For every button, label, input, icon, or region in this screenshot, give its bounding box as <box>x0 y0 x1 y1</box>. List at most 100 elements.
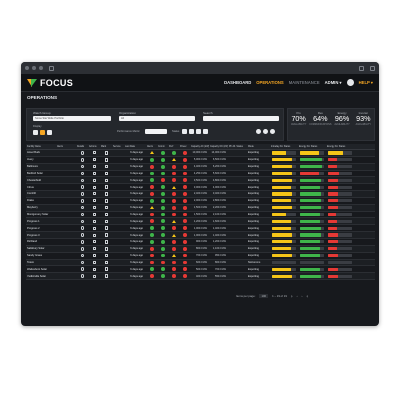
notes-icon[interactable] <box>105 260 108 265</box>
notes-icon[interactable] <box>105 253 108 258</box>
details-icon[interactable] <box>80 253 85 258</box>
facility-name[interactable]: Avery <box>27 158 34 162</box>
table-row[interactable]: Citrus 6 days ago 3,000.0 kW 4,000.0 kW Expo… <box>26 184 375 192</box>
share-icon[interactable] <box>359 65 364 71</box>
grid-view-icon[interactable] <box>33 130 38 135</box>
notes-icon[interactable] <box>105 212 108 217</box>
facility-name[interactable]: Baltimore <box>27 165 38 169</box>
table-row[interactable]: Avery 6 days ago 5,000.0 kW 6,500.0 kW Expor… <box>26 157 375 164</box>
actions-icon[interactable] <box>93 206 96 210</box>
facility-name[interactable]: Wadesboro Solar <box>27 267 47 271</box>
column-header[interactable]: Mark <box>101 146 107 148</box>
actions-icon[interactable] <box>93 267 96 271</box>
status-filter-3-icon[interactable] <box>196 129 201 134</box>
facility-name[interactable]: Ansel Buck <box>27 151 40 155</box>
table-row[interactable]: Progress 1 6 days ago 1,200.0 kW 1,600.0 kW… <box>26 218 375 226</box>
facility-name[interactable]: Cornhill <box>27 192 36 196</box>
details-icon[interactable] <box>80 212 85 217</box>
table-row[interactable]: Salisbury Solar 6 days ago 800.0 kW 1,100.0… <box>26 245 375 253</box>
actions-icon[interactable] <box>93 151 96 155</box>
actions-icon[interactable] <box>93 185 96 189</box>
table-row[interactable]: Drake 6 days ago 2,000.0 kW 2,800.0 kW Expor… <box>26 198 375 205</box>
notes-icon[interactable] <box>105 185 108 189</box>
table-row[interactable]: Progress 2 6 days ago 1,000.0 kW 1,400.0 kW… <box>26 225 375 233</box>
watch-group-select[interactable]: Some Site Wide Portfolio <box>33 116 111 121</box>
facility-name[interactable]: Richland <box>27 240 38 244</box>
table-row[interactable]: Wadesboro Solar 6 days ago 500.0 kW 700.0 k… <box>26 266 375 274</box>
details-icon[interactable] <box>80 185 85 189</box>
column-header[interactable]: Capacity AC (kW) <box>191 146 209 148</box>
column-header[interactable]: Energy Alt. Status <box>327 146 346 148</box>
organization-select[interactable]: All <box>119 116 195 121</box>
column-header[interactable]: Mode <box>248 146 254 148</box>
notes-icon[interactable] <box>105 240 108 244</box>
notes-icon[interactable] <box>105 233 108 237</box>
search-input[interactable] <box>203 116 279 121</box>
column-header[interactable]: Capacity DC (kW) <box>210 146 228 148</box>
actions-icon[interactable] <box>93 165 96 169</box>
export-icon[interactable] <box>270 129 275 134</box>
facility-name[interactable]: Drake <box>27 199 34 203</box>
map-view-icon[interactable] <box>47 130 52 135</box>
actions-icon[interactable] <box>93 213 96 217</box>
table-row[interactable]: Bedford Solar 6 days ago 4,250.0 kW 5,600.0… <box>26 171 375 178</box>
table-row[interactable]: Ansel Buck 6 days ago 10,000.0 kW 14,000.0 … <box>26 150 375 157</box>
window-maximize-dot[interactable] <box>39 66 43 70</box>
prev-page-icon[interactable]: ‹ <box>296 294 298 298</box>
table-row[interactable]: Mayberry 6 days ago 1,500.0 kW 2,200.0 kW Ex… <box>26 204 375 212</box>
facility-name[interactable]: Mayberry <box>27 206 38 210</box>
column-header[interactable]: Service <box>113 146 121 148</box>
column-header[interactable]: Perf <box>169 146 174 148</box>
notes-icon[interactable] <box>105 157 108 162</box>
nav-maintenance[interactable]: MAINTENANCE <box>288 80 320 85</box>
help-menu[interactable]: HELP ▾ <box>358 80 373 85</box>
table-row[interactable]: Progress 3 6 days ago 1,000.0 kW 1,400.0 kW… <box>26 232 375 239</box>
facility-name[interactable]: Chesterfield <box>27 178 41 182</box>
table-row[interactable]: Yadkinville Solar 6 days ago 400.0 kW 550.0… <box>26 273 375 281</box>
column-header[interactable]: Actions <box>89 146 97 148</box>
actions-icon[interactable] <box>93 254 96 258</box>
table-row[interactable]: Baltimore 6 days ago 4,400.0 kW 6,200.0 kW E… <box>26 163 375 171</box>
facility-name[interactable]: Progress 1 <box>27 219 40 223</box>
notes-icon[interactable] <box>105 178 108 183</box>
performance-metric-select[interactable] <box>145 129 167 134</box>
notes-icon[interactable] <box>105 267 108 272</box>
per-page-select[interactable]: 100 <box>259 294 269 298</box>
details-icon[interactable] <box>80 157 85 162</box>
facility-name[interactable]: Bedford Solar <box>27 171 43 175</box>
details-icon[interactable] <box>80 192 85 196</box>
column-header[interactable]: Alerts <box>57 146 63 148</box>
notes-icon[interactable] <box>105 219 108 224</box>
last-page-icon[interactable]: ›| <box>306 294 309 298</box>
actions-icon[interactable] <box>93 274 96 278</box>
actions-icon[interactable] <box>93 247 96 251</box>
details-icon[interactable] <box>80 151 85 155</box>
table-row[interactable]: Sandy Grass 6 days ago 700.0 kW 950.0 kW Exp… <box>26 253 375 260</box>
window-close-dot[interactable] <box>25 66 29 70</box>
details-icon[interactable] <box>80 267 85 272</box>
table-row[interactable]: Montgomery Solar 6 days ago 1,500.0 kW 2,10… <box>26 212 375 219</box>
facility-name[interactable]: Yadkinville Solar <box>27 274 46 278</box>
facility-name[interactable]: Progress 3 <box>27 233 40 237</box>
details-icon[interactable] <box>80 171 85 176</box>
actions-icon[interactable] <box>93 219 96 223</box>
table-row[interactable]: Chesterfield 6 days ago 3,500.0 kW 4,800.0 … <box>26 177 375 185</box>
actions-icon[interactable] <box>93 260 96 264</box>
first-page-icon[interactable]: |‹ <box>290 294 293 298</box>
avatar[interactable] <box>346 79 354 86</box>
column-header[interactable]: Comm <box>158 146 165 148</box>
actions-icon[interactable] <box>93 178 96 182</box>
actions-icon[interactable] <box>93 226 96 230</box>
notes-icon[interactable] <box>105 164 108 169</box>
alert-filter-icon[interactable] <box>256 129 261 134</box>
notes-icon[interactable] <box>105 199 108 203</box>
table-row[interactable]: Cornhill 6 days ago 2,400.0 kW 3,400.0 kW Ex… <box>26 191 375 198</box>
table-row[interactable]: Totem 6 days ago 600.0 kW 800.0 kW NoComms <box>26 259 375 267</box>
facility-name[interactable]: Salisbury Solar <box>27 247 45 251</box>
notes-icon[interactable] <box>105 205 108 210</box>
actions-icon[interactable] <box>93 158 96 162</box>
status-filter-icon[interactable] <box>182 129 187 134</box>
notes-icon[interactable] <box>105 151 108 155</box>
actions-icon[interactable] <box>93 192 96 196</box>
facility-name[interactable]: Montgomery Solar <box>27 213 49 217</box>
